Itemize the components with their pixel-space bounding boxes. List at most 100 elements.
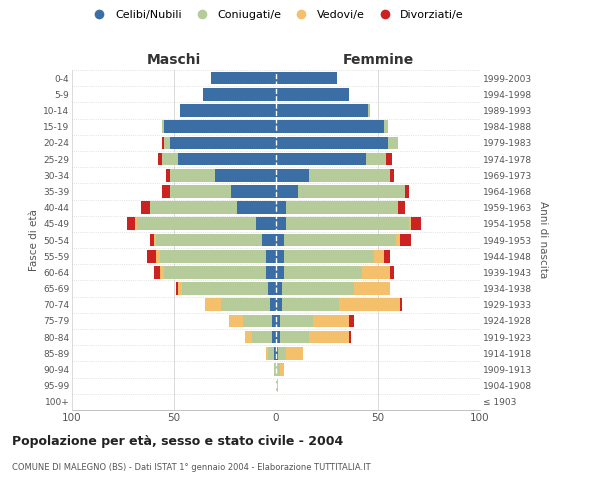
Bar bbox=[313, 314, 349, 328]
Text: Popolazione per età, sesso e stato civile - 2004: Popolazione per età, sesso e stato civil… bbox=[12, 435, 343, 448]
Bar bbox=[148, 250, 155, 262]
Bar bbox=[410, 218, 421, 230]
Bar bbox=[229, 314, 244, 328]
Bar bbox=[162, 185, 170, 198]
Bar bbox=[137, 218, 256, 230]
Y-axis label: Anni di nascita: Anni di nascita bbox=[538, 202, 548, 278]
Bar bbox=[276, 347, 278, 360]
Bar bbox=[276, 250, 284, 262]
Bar bbox=[266, 347, 268, 360]
Bar bbox=[282, 282, 353, 295]
Bar bbox=[244, 314, 272, 328]
Bar bbox=[178, 282, 182, 295]
Bar bbox=[160, 266, 164, 278]
Bar bbox=[182, 282, 268, 295]
Bar bbox=[245, 331, 251, 344]
Bar bbox=[149, 234, 154, 246]
Bar bbox=[276, 218, 286, 230]
Bar bbox=[280, 331, 308, 344]
Bar bbox=[400, 234, 410, 246]
Bar bbox=[262, 234, 276, 246]
Bar bbox=[180, 104, 276, 117]
Bar bbox=[266, 266, 276, 278]
Bar bbox=[286, 218, 409, 230]
Bar bbox=[270, 298, 276, 311]
Bar bbox=[276, 104, 368, 117]
Bar bbox=[231, 185, 276, 198]
Bar bbox=[353, 282, 390, 295]
Bar bbox=[276, 152, 366, 166]
Bar bbox=[276, 136, 388, 149]
Bar bbox=[162, 120, 164, 133]
Bar bbox=[280, 363, 284, 376]
Bar bbox=[266, 250, 276, 262]
Bar bbox=[170, 185, 231, 198]
Bar bbox=[276, 314, 280, 328]
Bar bbox=[268, 282, 276, 295]
Bar bbox=[166, 169, 170, 181]
Bar bbox=[276, 234, 284, 246]
Bar bbox=[286, 202, 398, 214]
Bar bbox=[268, 347, 274, 360]
Bar bbox=[390, 169, 394, 181]
Bar bbox=[276, 282, 282, 295]
Bar bbox=[154, 234, 155, 246]
Bar bbox=[135, 218, 137, 230]
Bar bbox=[149, 202, 237, 214]
Bar bbox=[384, 120, 388, 133]
Bar bbox=[276, 120, 384, 133]
Bar bbox=[284, 250, 374, 262]
Bar bbox=[276, 380, 278, 392]
Bar bbox=[272, 331, 276, 344]
Text: Maschi: Maschi bbox=[147, 54, 201, 68]
Bar bbox=[286, 347, 302, 360]
Bar bbox=[374, 250, 384, 262]
Bar bbox=[162, 152, 178, 166]
Bar bbox=[142, 202, 149, 214]
Bar bbox=[397, 234, 400, 246]
Bar bbox=[176, 282, 178, 295]
Bar bbox=[276, 298, 282, 311]
Bar bbox=[164, 120, 276, 133]
Bar bbox=[205, 298, 221, 311]
Bar bbox=[203, 88, 276, 101]
Y-axis label: Fasce di età: Fasce di età bbox=[29, 209, 39, 271]
Bar bbox=[284, 234, 397, 246]
Bar bbox=[404, 185, 409, 198]
Bar bbox=[276, 169, 308, 181]
Bar bbox=[368, 104, 370, 117]
Bar bbox=[276, 331, 280, 344]
Bar bbox=[155, 250, 160, 262]
Bar bbox=[298, 185, 404, 198]
Bar bbox=[276, 202, 286, 214]
Bar bbox=[362, 266, 390, 278]
Bar bbox=[158, 152, 162, 166]
Bar bbox=[164, 136, 170, 149]
Bar bbox=[386, 152, 392, 166]
Legend: Celibi/Nubili, Coniugati/e, Vedovi/e, Divorziati/e: Celibi/Nubili, Coniugati/e, Vedovi/e, Di… bbox=[84, 6, 468, 25]
Bar bbox=[155, 234, 262, 246]
Bar bbox=[276, 88, 349, 101]
Text: COMUNE DI MALEGNO (BS) - Dati ISTAT 1° gennaio 2004 - Elaborazione TUTTITALIA.IT: COMUNE DI MALEGNO (BS) - Dati ISTAT 1° g… bbox=[12, 462, 371, 471]
Bar bbox=[215, 169, 276, 181]
Bar bbox=[400, 298, 403, 311]
Bar bbox=[251, 331, 272, 344]
Bar bbox=[211, 72, 276, 85]
Bar bbox=[308, 331, 349, 344]
Bar bbox=[388, 136, 398, 149]
Bar bbox=[160, 250, 266, 262]
Bar bbox=[237, 202, 276, 214]
Bar bbox=[154, 266, 160, 278]
Text: Femmine: Femmine bbox=[343, 54, 413, 68]
Bar bbox=[221, 298, 270, 311]
Bar bbox=[162, 136, 164, 149]
Bar bbox=[278, 347, 286, 360]
Bar bbox=[256, 218, 276, 230]
Bar bbox=[308, 169, 390, 181]
Bar bbox=[409, 218, 410, 230]
Bar bbox=[274, 347, 276, 360]
Bar bbox=[384, 250, 390, 262]
Bar bbox=[272, 314, 276, 328]
Bar bbox=[280, 314, 313, 328]
Bar bbox=[170, 136, 276, 149]
